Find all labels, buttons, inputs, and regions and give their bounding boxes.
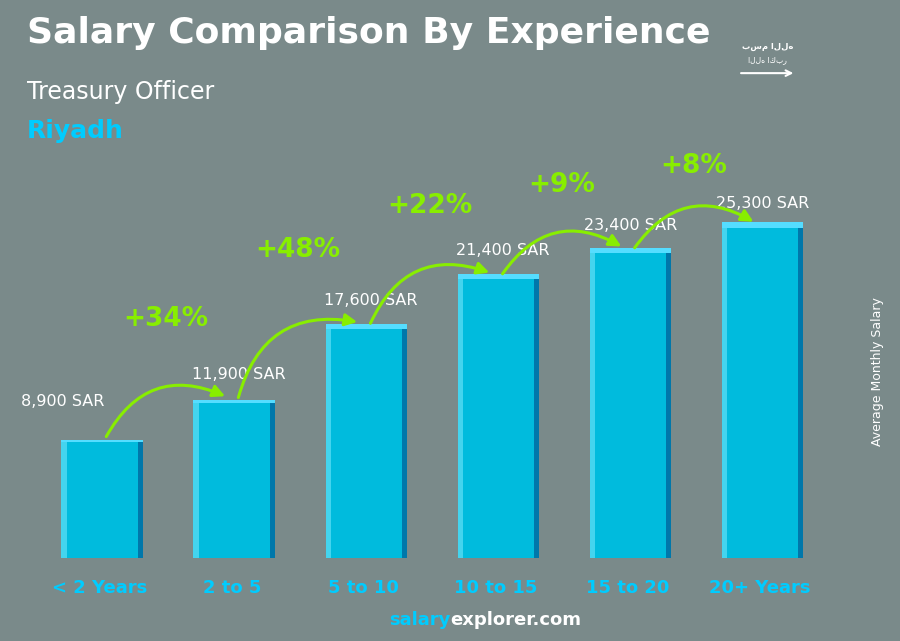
Text: 25,300 SAR: 25,300 SAR xyxy=(716,196,809,212)
Text: 21,400 SAR: 21,400 SAR xyxy=(455,243,549,258)
Text: 23,400 SAR: 23,400 SAR xyxy=(584,219,678,233)
Text: 15 to 20: 15 to 20 xyxy=(587,578,670,597)
Bar xyxy=(722,222,803,228)
Bar xyxy=(61,442,67,558)
Bar xyxy=(535,279,539,558)
Bar xyxy=(326,328,402,558)
Text: Riyadh: Riyadh xyxy=(27,119,124,142)
Bar xyxy=(590,253,595,558)
Text: 17,600 SAR: 17,600 SAR xyxy=(324,293,418,308)
Bar xyxy=(457,279,535,558)
Text: Average Monthly Salary: Average Monthly Salary xyxy=(871,297,884,446)
Text: Salary Comparison By Experience: Salary Comparison By Experience xyxy=(27,16,710,50)
Bar xyxy=(326,324,407,328)
Text: Treasury Officer: Treasury Officer xyxy=(27,80,214,104)
Text: +8%: +8% xyxy=(661,153,727,179)
Bar xyxy=(666,253,670,558)
Bar xyxy=(590,247,670,253)
Text: 5 to 10: 5 to 10 xyxy=(328,578,400,597)
Text: 10 to 15: 10 to 15 xyxy=(454,578,537,597)
Bar xyxy=(457,274,539,279)
Text: 20+ Years: 20+ Years xyxy=(709,578,811,597)
Bar xyxy=(590,253,666,558)
Bar xyxy=(194,400,274,403)
Text: 11,900 SAR: 11,900 SAR xyxy=(192,367,285,382)
Text: +9%: +9% xyxy=(528,172,596,198)
Text: explorer.com: explorer.com xyxy=(450,612,581,629)
Bar xyxy=(270,403,274,558)
Bar xyxy=(138,442,142,558)
Text: +48%: +48% xyxy=(256,237,340,263)
Bar xyxy=(722,228,798,558)
Bar xyxy=(326,328,331,558)
Text: < 2 Years: < 2 Years xyxy=(52,578,148,597)
Bar xyxy=(457,279,463,558)
Text: 2 to 5: 2 to 5 xyxy=(202,578,261,597)
Bar xyxy=(402,328,407,558)
Bar xyxy=(722,228,727,558)
Bar xyxy=(61,442,138,558)
Bar xyxy=(194,403,270,558)
Bar xyxy=(194,403,199,558)
Text: الله اكبر: الله اكبر xyxy=(748,54,787,63)
Text: 8,900 SAR: 8,900 SAR xyxy=(21,394,104,409)
Text: +34%: +34% xyxy=(123,306,208,333)
Bar xyxy=(61,440,142,442)
Bar xyxy=(798,228,803,558)
Text: بسم الله: بسم الله xyxy=(742,42,793,51)
Text: +22%: +22% xyxy=(387,193,472,219)
Text: salary: salary xyxy=(389,612,450,629)
